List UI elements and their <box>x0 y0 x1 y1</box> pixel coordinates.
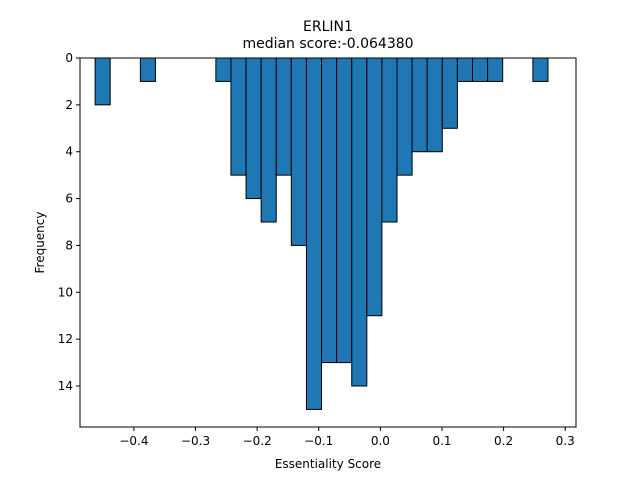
histogram-bar <box>139 57 156 82</box>
histogram-bar <box>456 57 473 82</box>
x-tick-label: 0.0 <box>371 434 390 448</box>
x-axis-ticks: −0.4 −0.3 −0.2 −0.1 0.0 0.1 0.2 0.3 <box>119 427 575 448</box>
y-tick-label: 8 <box>65 238 73 252</box>
histogram-bar <box>94 57 111 106</box>
histogram-bar <box>245 57 262 200</box>
histogram-bar <box>471 57 489 82</box>
histogram-bar <box>336 57 353 364</box>
plot-frame <box>79 57 577 428</box>
y-axis-label: Frequency <box>33 212 47 274</box>
y-tick-label: 6 <box>65 192 73 206</box>
histogram-bar <box>411 57 428 153</box>
bars-group <box>94 57 549 410</box>
histogram-bar <box>487 57 504 82</box>
y-tick-label: 10 <box>58 285 73 299</box>
histogram-bar <box>290 57 307 246</box>
x-axis-label: Essentiality Score <box>275 457 381 471</box>
y-tick-label: 4 <box>65 145 73 159</box>
histogram-bar <box>275 57 292 176</box>
histogram-bar <box>426 57 443 153</box>
chart-title: ERLIN1 <box>303 19 353 35</box>
x-tick-label: −0.1 <box>304 434 333 448</box>
x-tick-label: −0.3 <box>181 434 210 448</box>
y-axis-ticks: 0 2 4 6 8 10 12 14 <box>58 51 80 393</box>
histogram-bar <box>215 57 232 82</box>
histogram-bar <box>366 57 383 317</box>
x-tick-label: −0.4 <box>119 434 148 448</box>
histogram-bar <box>321 57 338 364</box>
histogram-bar <box>396 57 413 176</box>
histogram-bar <box>305 57 323 410</box>
x-tick-label: 0.2 <box>494 434 513 448</box>
chart-subtitle: median score:-0.064380 <box>242 36 413 52</box>
histogram-bar <box>351 57 368 387</box>
histogram-bar <box>230 57 247 176</box>
y-tick-label: 2 <box>65 98 73 112</box>
histogram-bar <box>381 57 398 223</box>
histogram-bar <box>532 57 549 82</box>
x-tick-label: −0.2 <box>243 434 272 448</box>
y-tick-label: 0 <box>65 51 73 65</box>
y-tick-label: 12 <box>58 332 73 346</box>
y-tick-label: 14 <box>58 379 73 393</box>
x-tick-label: 0.1 <box>432 434 451 448</box>
x-tick-label: 0.3 <box>556 434 575 448</box>
histogram-bar <box>441 57 458 129</box>
histogram-bar <box>260 57 277 223</box>
